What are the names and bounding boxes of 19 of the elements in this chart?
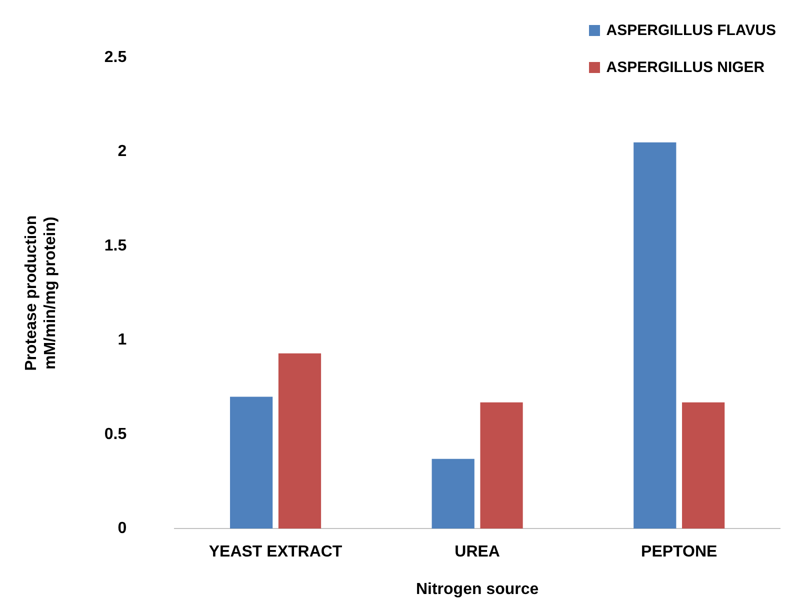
legend-label: ASPERGILLUS FLAVUS [606, 22, 776, 39]
y-axis-title: Protease production mM/min/mg protein) [23, 215, 60, 371]
x-tick-label: YEAST EXTRACT [208, 544, 342, 561]
bar [278, 353, 322, 529]
legend-label: ASPERGILLUS NIGER [606, 59, 765, 76]
bar [230, 396, 273, 529]
y-tick-label: 0 [118, 520, 127, 538]
x-axis-title: Nitrogen source [416, 580, 539, 598]
y-tick-label: 0.5 [104, 426, 127, 443]
bar [432, 458, 474, 529]
x-tick-label: PEPTONE [641, 544, 718, 561]
y-tick-label: 1.5 [104, 237, 127, 254]
bar [682, 402, 725, 529]
bar [480, 402, 523, 529]
bar [634, 142, 676, 529]
y-tick-label: 2 [118, 143, 127, 160]
x-tick-label: UREA [454, 544, 500, 561]
y-tick-label: 2.5 [104, 49, 127, 66]
y-tick-label: 1 [118, 332, 127, 349]
